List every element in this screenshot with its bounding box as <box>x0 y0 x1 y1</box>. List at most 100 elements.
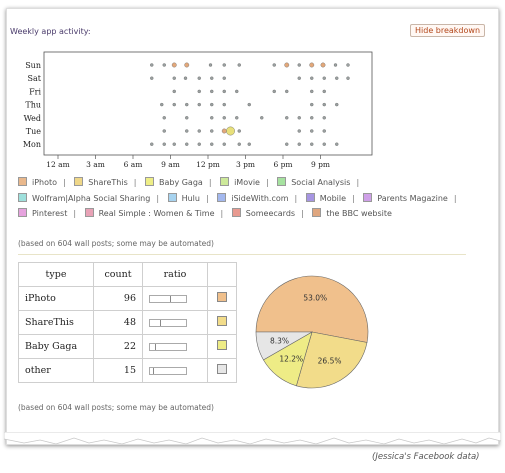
legend-separator: | <box>205 193 209 203</box>
caption: (Jessica's Facebook data) <box>372 452 480 462</box>
activity-dot <box>171 62 177 68</box>
legend-item[interactable]: Wolfram|Alpha Social Sharing <box>18 192 150 203</box>
y-label-mon: Mon <box>23 140 41 149</box>
x-tick-label: 9 am <box>161 160 180 169</box>
legend-item[interactable]: Pinterest <box>18 208 67 218</box>
activity-dot <box>222 76 226 80</box>
activity-dot <box>322 76 326 80</box>
activity-dot <box>150 76 154 80</box>
legend-item[interactable]: iPhoto <box>18 177 57 187</box>
activity-dot <box>222 89 226 94</box>
activity-dot <box>222 142 226 146</box>
activity-dot <box>310 76 314 80</box>
legend-swatch <box>305 192 315 202</box>
legend-swatch <box>18 208 27 217</box>
legend-item[interactable]: iMovie <box>220 177 260 187</box>
activity-dot <box>297 129 301 133</box>
legend-item[interactable]: Hulu <box>167 192 200 203</box>
x-tick-label: 3 pm <box>236 160 255 169</box>
activity-dot <box>162 129 166 133</box>
activity-dot <box>197 129 201 133</box>
legend-separator: | <box>63 178 66 187</box>
y-label-sun: Sun <box>25 61 41 70</box>
pie-slice <box>296 331 368 389</box>
legend-label: ShareThis <box>88 178 128 187</box>
activity-dot <box>197 89 201 94</box>
activity-dot <box>322 129 326 133</box>
legend-label: Social Analysis <box>291 178 351 187</box>
legend-separator: | <box>73 209 77 218</box>
legend-label: Mobile <box>319 193 347 203</box>
ratio-bar-fill <box>150 367 155 374</box>
legend-separator: | <box>301 209 304 218</box>
legend-label: Someecards <box>245 209 296 218</box>
legend-item[interactable]: ShareThis <box>74 177 128 187</box>
table-row: ShareThis 48 <box>18 310 237 335</box>
hide-breakdown-button[interactable]: Hide breakdown <box>410 24 486 37</box>
header-ratio: ratio <box>142 262 208 287</box>
legend-label: Parents Magazine <box>377 193 448 203</box>
cell-swatch <box>207 334 237 359</box>
activity-dot <box>272 63 276 67</box>
legend-separator: | <box>453 193 457 203</box>
ratio-bar-fill <box>150 319 162 326</box>
activity-dot <box>322 116 326 120</box>
activity-dot <box>185 129 189 133</box>
cell-type: ShareThis <box>18 310 94 335</box>
x-tick-label: 3 am <box>86 160 105 169</box>
cell-ratio <box>142 358 208 383</box>
activity-dot <box>310 129 314 133</box>
legend-item[interactable]: Someecards <box>231 208 296 218</box>
activity-dot <box>184 62 190 68</box>
legend-label: Real Simple : Women & Time <box>98 209 215 218</box>
activity-dot <box>222 102 226 107</box>
cell-ratio <box>142 334 208 359</box>
pie-label: 8.3% <box>270 337 289 346</box>
activity-dot <box>183 76 188 80</box>
activity-dot <box>172 102 176 107</box>
legend-separator: | <box>156 193 160 203</box>
activity-dot <box>150 63 154 67</box>
ratio-bar-fill <box>150 295 171 302</box>
activity-dot <box>210 89 214 94</box>
activity-dot <box>247 102 251 107</box>
activity-dot <box>150 142 154 146</box>
activity-dot <box>310 89 314 94</box>
activity-dot <box>162 116 166 120</box>
legend-swatch <box>74 177 84 186</box>
header-type: type <box>18 262 94 287</box>
activity-dot <box>285 142 289 146</box>
activity-dot <box>226 126 235 136</box>
activity-dot <box>297 76 301 80</box>
activity-dot <box>297 63 301 67</box>
legend-item[interactable]: Baby Gaga <box>144 177 203 187</box>
activity-dot <box>185 102 189 107</box>
cell-ratio <box>142 310 208 335</box>
activity-dot <box>297 116 301 120</box>
activity-dot <box>284 62 290 68</box>
legend-item[interactable]: Real Simple : Women & Time <box>84 208 215 218</box>
activity-dot <box>172 142 176 146</box>
cell-count: 22 <box>93 334 143 359</box>
activity-dot <box>162 142 166 146</box>
legend-item[interactable]: iSideWith.com <box>217 192 289 203</box>
wall-posts-note-bottom: (based on 604 wall posts; some may be au… <box>18 403 214 412</box>
activity-dot <box>333 63 338 67</box>
legend-item[interactable]: Social Analysis <box>277 177 351 187</box>
x-tick-label: 6 pm <box>273 160 292 169</box>
activity-dot <box>309 62 315 68</box>
activity-dot <box>247 142 251 146</box>
activity-dot <box>222 116 226 120</box>
activity-dot <box>310 142 314 146</box>
legend-swatch <box>363 192 373 202</box>
cell-type: iPhoto <box>18 286 94 311</box>
cell-count: 96 <box>93 286 143 311</box>
activity-dot <box>197 142 201 146</box>
legend-item[interactable]: Parents Magazine <box>363 192 448 203</box>
activity-dot <box>208 63 213 67</box>
legend-item[interactable]: the BBC website <box>312 208 392 218</box>
cell-ratio <box>142 286 208 311</box>
ratio-bar-fill <box>150 343 156 350</box>
activity-dot <box>346 76 350 80</box>
legend-item[interactable]: Mobile <box>305 192 347 203</box>
